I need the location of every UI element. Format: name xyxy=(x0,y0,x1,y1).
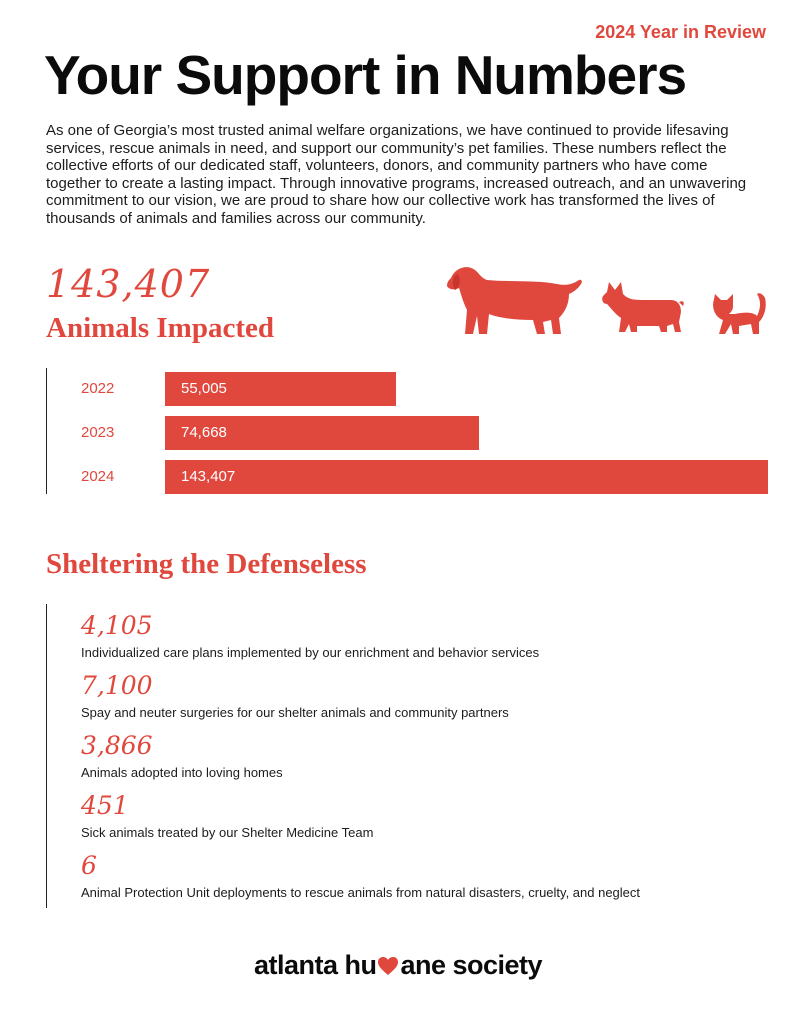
bar-track: 74,668 xyxy=(165,416,768,450)
corgi-icon xyxy=(602,282,684,332)
stat-item: 7,100 Spay and neuter surgeries for our s… xyxy=(81,672,761,722)
bar-2023 xyxy=(165,416,479,450)
logo-text-end: ane society xyxy=(400,950,543,980)
bar-row-2024: 2024 143,407 xyxy=(47,460,769,494)
stat-number: 451 xyxy=(81,791,129,820)
bar-year-label: 2023 xyxy=(81,424,115,441)
stat-number: 4,105 xyxy=(81,611,153,640)
year-in-review-label: 2024 Year in Review xyxy=(595,22,766,42)
stat-number: 7,100 xyxy=(81,671,153,700)
bar-2022 xyxy=(165,372,396,406)
stat-item: 451 Sick animals treated by our Shelter M… xyxy=(81,792,761,842)
bar-year-label: 2024 xyxy=(81,468,115,485)
bar-value-label: 55,005 xyxy=(181,380,227,397)
bar-value-label: 74,668 xyxy=(181,424,227,441)
bar-value-label: 143,407 xyxy=(181,468,236,485)
stat-description: Individualized care plans implemented by… xyxy=(81,645,540,660)
dog-large-icon xyxy=(447,267,582,334)
sheltering-section-title: Sheltering the Defenseless xyxy=(46,548,367,580)
stat-item: 4,105 Individualized care plans implement… xyxy=(81,612,761,662)
cat-icon xyxy=(713,293,766,334)
bar-track: 55,005 xyxy=(165,372,768,406)
bar-row-2022: 2022 55,005 xyxy=(47,372,769,406)
animals-impacted-bar-chart: 2022 55,005 2023 74,668 2024 143,407 xyxy=(46,368,769,494)
stat-number: 3,866 xyxy=(81,731,153,760)
stat-description: Spay and neuter surgeries for our shelte… xyxy=(81,705,509,720)
bar-2024 xyxy=(165,460,768,494)
animals-impacted-number: 143,407 xyxy=(46,262,211,306)
logo-text-start: atlanta hu xyxy=(253,950,377,980)
stat-description: Animals adopted into loving homes xyxy=(81,765,283,780)
bar-row-2023: 2023 74,668 xyxy=(47,416,769,450)
intro-paragraph: As one of Georgia’s most trusted animal … xyxy=(46,122,747,227)
bar-year-label: 2022 xyxy=(81,380,115,397)
heart-icon xyxy=(378,957,399,975)
stat-description: Sick animals treated by our Shelter Medi… xyxy=(81,825,374,840)
bar-track: 143,407 xyxy=(165,460,768,494)
stat-item: 3,866 Animals adopted into loving homes xyxy=(81,732,761,782)
animal-silhouettes xyxy=(447,267,766,334)
stat-description: Animal Protection Unit deployments to re… xyxy=(81,885,641,900)
sheltering-stats-list: 4,105 Individualized care plans implement… xyxy=(46,604,769,908)
atlanta-humane-society-logo: atlanta hu ane society xyxy=(0,950,796,981)
page-title: Your Support in Numbers xyxy=(44,44,687,106)
animals-impacted-label: Animals Impacted xyxy=(46,312,274,344)
stat-number: 6 xyxy=(81,851,97,880)
stat-item: 6 Animal Protection Unit deployments to r… xyxy=(81,852,761,902)
